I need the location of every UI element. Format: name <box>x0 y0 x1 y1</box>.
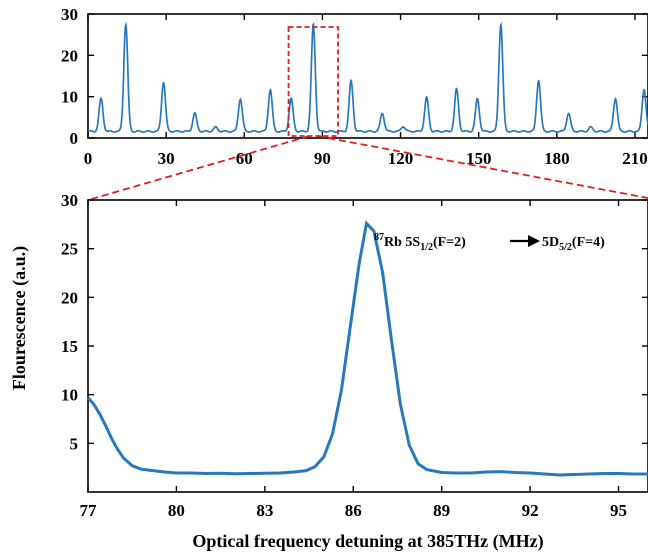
zoom-region-box <box>287 26 339 137</box>
x-tick-label: 210 <box>622 149 648 168</box>
overview-panel: 0 30 60 90 120 150 180 210 0 10 20 30 <box>61 5 648 168</box>
y-tick-label: 20 <box>61 46 78 65</box>
zoom-connectors <box>87 135 648 201</box>
zoom-connector-right <box>317 135 648 199</box>
x-tick-label: 150 <box>466 149 492 168</box>
y-tick-label: 0 <box>70 129 79 148</box>
x-tick-label: 90 <box>314 149 331 168</box>
y-axis-title: Flourescence (a.u.) <box>9 246 30 390</box>
plot-frame <box>87 13 648 139</box>
y-tick-label: 30 <box>61 191 78 210</box>
y-tick-label: 10 <box>61 386 78 405</box>
x-tick-label: 60 <box>236 149 253 168</box>
y-tick-label: 5 <box>70 434 79 453</box>
y-tick-label: 15 <box>61 337 78 356</box>
lower-sub: 1/2 <box>420 242 433 253</box>
y-tick-label: 25 <box>61 240 78 259</box>
overview-spectrum-line <box>87 21 648 133</box>
upper-label: 5D <box>542 235 559 250</box>
lower-f: (F=2) <box>433 235 466 250</box>
x-tick-label: 86 <box>345 501 362 520</box>
transition-arrow <box>510 235 540 247</box>
x-axis-title: Optical frequency detuning at 385THz (MH… <box>192 531 543 552</box>
isotope-mass: 87 <box>374 232 384 243</box>
upper-sub: 5/2 <box>559 242 572 253</box>
zoom-spectrum-line <box>86 220 648 477</box>
x-tick-label: 92 <box>522 501 539 520</box>
x-tick-label: 95 <box>610 501 627 520</box>
upper-f: (F=4) <box>572 235 605 250</box>
y-tick-label: 10 <box>61 88 78 107</box>
element-label: Rb 5S <box>384 235 420 250</box>
x-tick-label: 30 <box>158 149 175 168</box>
x-tick-label: 83 <box>256 501 273 520</box>
upper-state-annotation: 5D5/2(F=4) <box>542 235 605 253</box>
x-tick-label: 0 <box>84 149 93 168</box>
x-tick-label: 89 <box>433 501 450 520</box>
x-tick-label: 180 <box>544 149 570 168</box>
x-tick-label: 77 <box>80 501 98 520</box>
x-tick-label: 120 <box>388 149 414 168</box>
transition-annotation: 87Rb 5S1/2(F=2) <box>374 232 466 253</box>
zoom-connector-left <box>87 135 310 201</box>
y-tick-label: 30 <box>61 5 78 24</box>
y-tick-label: 20 <box>61 288 78 307</box>
zoom-panel: 77 80 83 86 89 92 95 5 10 15 20 25 30 <box>61 191 648 520</box>
x-tick-label: 80 <box>168 501 185 520</box>
